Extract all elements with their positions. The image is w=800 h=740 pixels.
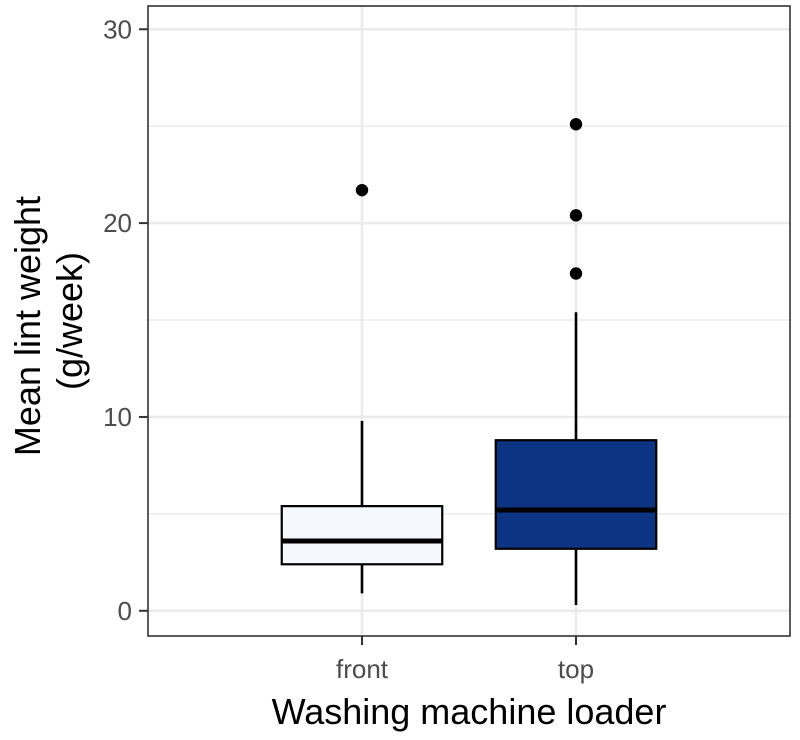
boxes xyxy=(280,118,658,605)
x-tick-label-top: top xyxy=(558,654,594,684)
y-tick-label: 10 xyxy=(103,402,132,432)
y-tick-label: 20 xyxy=(103,208,132,238)
y-axis-title: Mean lint weight (g/week) xyxy=(7,186,90,456)
outlier-point xyxy=(569,118,583,131)
y-axis-title-line-2: (g/week) xyxy=(49,252,90,390)
y-axis-title-line-1: Mean lint weight xyxy=(7,196,48,456)
box-front xyxy=(280,183,444,594)
plot-panel-border xyxy=(147,5,791,637)
x-axis-title: Washing machine loader xyxy=(272,691,667,732)
box-body xyxy=(280,505,444,566)
y-tick-label: 0 xyxy=(118,596,132,626)
outlier-point xyxy=(569,267,583,280)
outlier-point xyxy=(569,209,583,222)
axes: 0 10 20 30 front top xyxy=(103,14,594,684)
box-top xyxy=(494,118,658,605)
box-body xyxy=(494,439,658,550)
gridlines xyxy=(148,6,790,636)
y-tick-label: 30 xyxy=(103,14,132,44)
outlier-point xyxy=(355,183,369,197)
x-tick-label-front: front xyxy=(336,654,389,684)
